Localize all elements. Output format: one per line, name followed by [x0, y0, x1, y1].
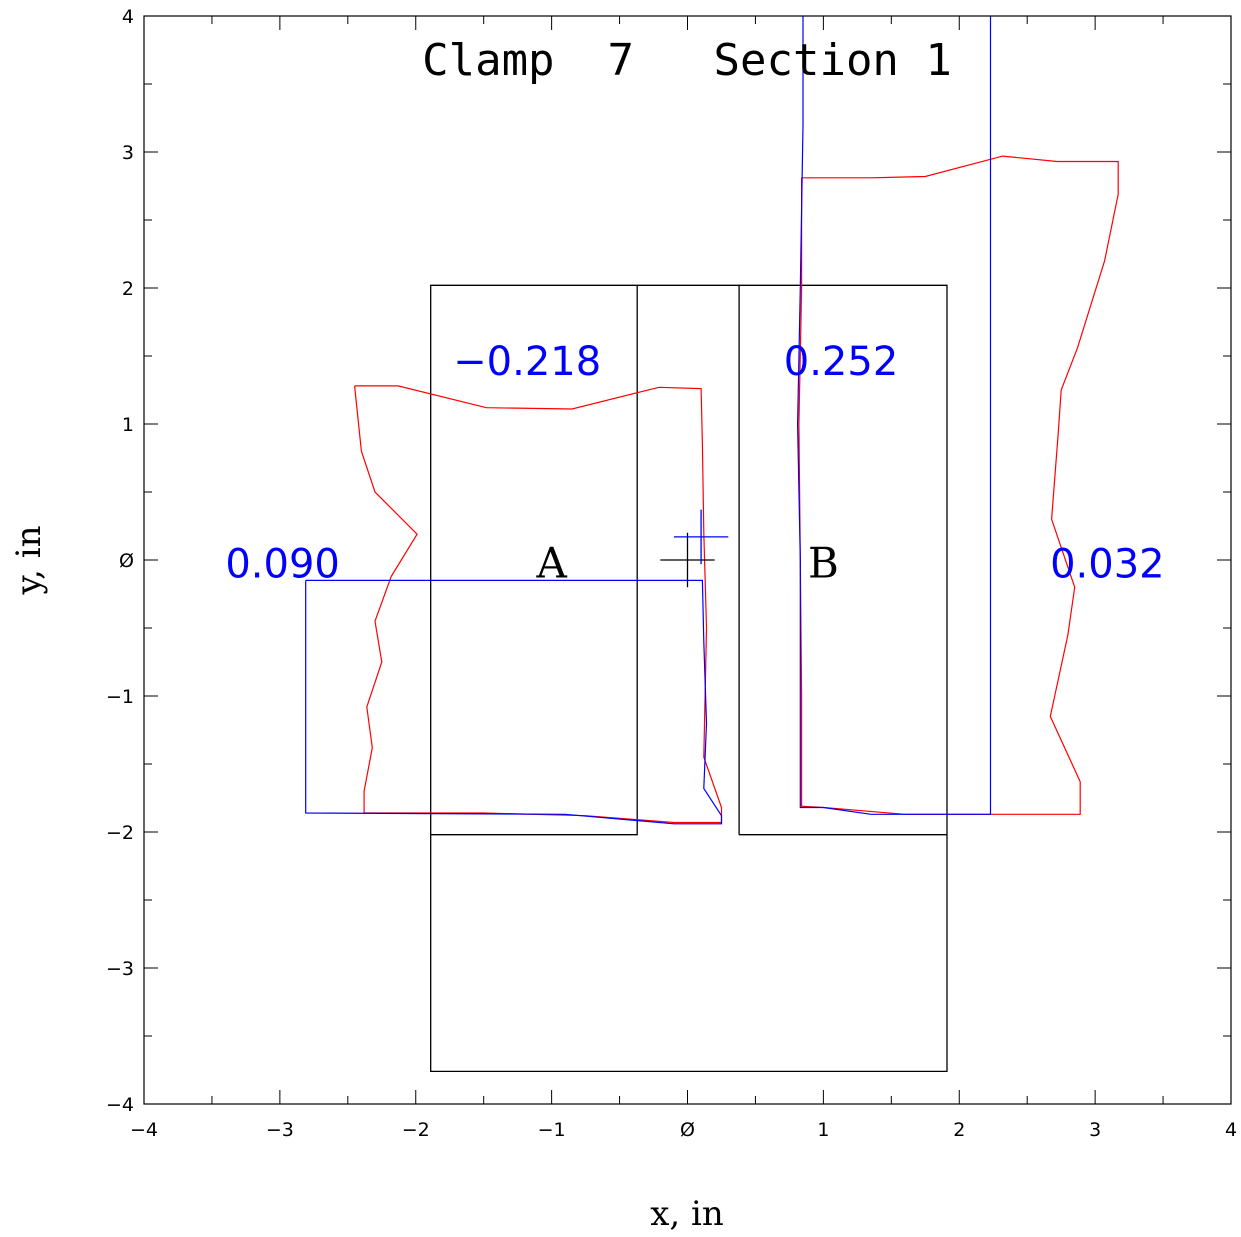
y-tick-label: 2: [122, 278, 134, 300]
x-tick-label: −3: [266, 1119, 294, 1141]
chart-title: Clamp 7 Section 1: [422, 35, 952, 86]
y-tick-label: −3: [106, 958, 134, 980]
y-tick-label: 1: [122, 414, 134, 436]
outline-base: [430, 834, 948, 1073]
x-tick-label: −1: [538, 1119, 566, 1141]
y-tick-label: 4: [122, 6, 134, 28]
y-tick-label: −2: [106, 822, 134, 844]
value-label: 0.252: [784, 339, 899, 385]
clamp-outline-layer: [430, 284, 948, 1073]
y-tick-label: 3: [122, 142, 134, 164]
red-profile-1: [354, 385, 723, 824]
crosshair-layer: [660, 509, 729, 588]
x-tick-label: 2: [953, 1119, 965, 1141]
label-layer: A B −0.218 0.252 0.090 0.032: [225, 339, 1164, 588]
x-tick-label: 3: [1089, 1119, 1101, 1141]
red-profile-layer: [354, 155, 1119, 824]
x-tick-label: 4: [1225, 1119, 1237, 1141]
x-tick-label: −4: [130, 1119, 158, 1141]
outline-block-B: [738, 284, 948, 836]
tick-layer: −4 −3 −2 −1 Ø 1 2 3 4 −4 −3 −2 −1 Ø 1 2 3 4: [106, 6, 1237, 1141]
value-label: 0.090: [225, 542, 340, 588]
region-label-a: A: [535, 539, 567, 588]
blue-profile-layer: [305, 16, 992, 825]
red-profile-2: [798, 155, 1119, 815]
x-tick-label: Ø: [680, 1119, 695, 1141]
x-tick-label: −2: [402, 1119, 430, 1141]
blue-profile-2: [796, 16, 992, 815]
y-tick-label: Ø: [119, 550, 134, 572]
y-tick-label: −1: [106, 686, 134, 708]
value-label: 0.032: [1050, 542, 1165, 588]
y-axis-label: y, in: [9, 525, 49, 595]
region-label-b: B: [808, 539, 839, 588]
x-axis-label: x, in: [650, 1194, 724, 1234]
blue-profile-1: [305, 579, 723, 825]
y-tick-label: −4: [106, 1094, 134, 1116]
value-label: −0.218: [453, 339, 601, 385]
x-tick-label: 1: [817, 1119, 829, 1141]
